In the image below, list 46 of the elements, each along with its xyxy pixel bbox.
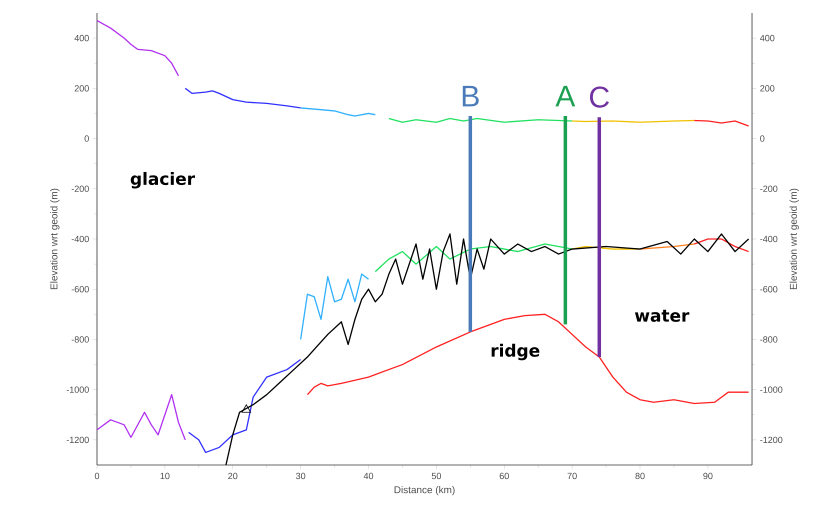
x-tick-label: 80 bbox=[635, 472, 645, 480]
y2-tick-label: 200 bbox=[760, 85, 774, 92]
annotation: water bbox=[634, 310, 690, 322]
line-series bbox=[300, 274, 370, 340]
y2-axis-title: Elevation wrt geoid (m) bbox=[790, 188, 799, 290]
series-label: C bbox=[590, 86, 609, 108]
y-tick-label: 0 bbox=[84, 135, 89, 142]
y2-tick-label: 0 bbox=[760, 135, 764, 142]
line-series bbox=[300, 107, 376, 117]
y-tick-label: -1000 bbox=[66, 386, 89, 393]
y-tick-label: -1200 bbox=[66, 436, 89, 444]
y2-tick-label: 400 bbox=[760, 34, 774, 42]
y-tick-label: -800 bbox=[72, 336, 89, 343]
x-axis-title: Distance (km) bbox=[394, 486, 455, 496]
line-series bbox=[188, 358, 302, 454]
x-tick-label: 40 bbox=[364, 472, 374, 480]
y2-tick-label: -400 bbox=[760, 236, 778, 242]
y2-tick-label: -200 bbox=[760, 186, 778, 192]
line-series bbox=[694, 238, 750, 252]
line-series bbox=[374, 243, 573, 272]
annotation: ridge bbox=[492, 344, 540, 360]
y-tick-label: 400 bbox=[74, 34, 89, 42]
series-label: B bbox=[462, 86, 479, 106]
x-tick-label: 50 bbox=[432, 472, 442, 480]
y2-tick-label: -1200 bbox=[760, 436, 782, 444]
line-series bbox=[96, 20, 180, 76]
x-tick-label: 10 bbox=[160, 472, 170, 480]
y-tick-label: -400 bbox=[72, 236, 89, 242]
y-tick-label: -600 bbox=[72, 286, 89, 292]
y-tick-label: 200 bbox=[74, 85, 89, 92]
x-tick-label: 30 bbox=[296, 472, 306, 480]
line-series bbox=[225, 233, 750, 466]
series-label: A bbox=[555, 86, 576, 106]
line-series bbox=[184, 88, 302, 109]
y2-tick-label: -600 bbox=[760, 286, 778, 292]
annotation: glacier bbox=[130, 172, 195, 188]
x-tick-label: 0 bbox=[94, 472, 100, 480]
y2-tick-label: -800 bbox=[760, 336, 778, 343]
x-tick-label: 60 bbox=[500, 472, 509, 480]
x-tick-label: 20 bbox=[228, 472, 238, 480]
x-tick-label: 90 bbox=[703, 472, 713, 480]
y-axis-title: Elevation wrt geoid (m) bbox=[50, 188, 60, 290]
x-tick-label: 70 bbox=[568, 472, 577, 480]
line-series bbox=[96, 394, 186, 441]
y2-tick-label: -1000 bbox=[760, 386, 782, 393]
y-tick-label: -200 bbox=[72, 186, 89, 192]
